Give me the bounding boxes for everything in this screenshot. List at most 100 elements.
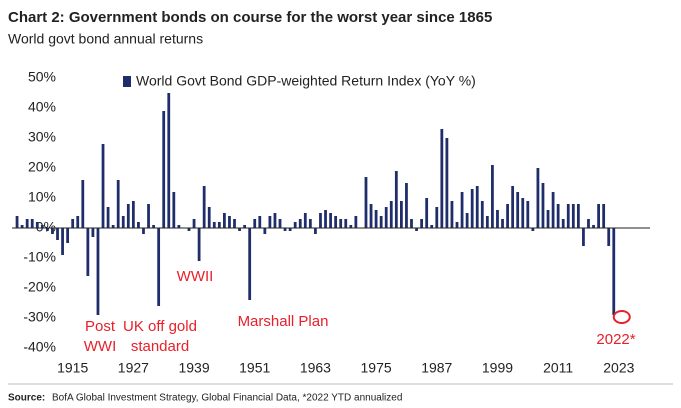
bar (480, 201, 484, 228)
bar (394, 171, 398, 228)
bar (91, 228, 95, 237)
bar (71, 219, 75, 228)
bar (592, 225, 595, 228)
bar (405, 183, 408, 228)
bar (511, 186, 515, 228)
bar (116, 180, 120, 228)
bar (354, 216, 358, 228)
bar (46, 228, 49, 231)
bar (566, 204, 570, 228)
bar (283, 228, 287, 231)
y-tick-label: 0% (36, 219, 56, 235)
bar (369, 204, 373, 228)
bar (339, 219, 343, 228)
bar (612, 228, 616, 315)
highlight-circle (612, 310, 631, 324)
bar (243, 225, 247, 228)
bar (238, 228, 241, 231)
bar (278, 219, 282, 228)
bar (470, 189, 474, 228)
bar (582, 228, 585, 246)
annotation: WWII (177, 268, 214, 285)
bar (324, 210, 327, 228)
bar (516, 192, 520, 228)
bar (66, 228, 70, 243)
bar (308, 219, 312, 228)
annotation: WWI (84, 338, 116, 355)
bar (172, 192, 176, 228)
y-tick-label: -40% (23, 339, 56, 355)
bar (81, 180, 85, 228)
source-text: BofA Global Investment Strategy, Global … (52, 393, 402, 404)
bar (35, 222, 39, 228)
bar (501, 219, 504, 228)
bar (521, 198, 525, 228)
x-tick-label: 1987 (421, 360, 452, 376)
bar (222, 213, 226, 228)
bar (496, 210, 499, 228)
bar (111, 225, 115, 228)
bar (202, 186, 206, 228)
bar (602, 204, 606, 228)
bar (228, 216, 231, 228)
x-tick-label: 1963 (300, 360, 331, 376)
bar (152, 225, 155, 228)
bar (319, 213, 322, 228)
annotation: Marshall Plan (238, 313, 329, 330)
bar (131, 201, 135, 228)
bar (445, 138, 449, 228)
bar (40, 225, 44, 228)
bar (526, 201, 530, 228)
bar (207, 207, 211, 228)
bar (561, 219, 565, 228)
bar (273, 213, 277, 228)
bar (491, 165, 494, 228)
bar (137, 222, 140, 228)
x-tick-label: 2023 (603, 360, 634, 376)
bar (126, 204, 130, 228)
bar (142, 228, 145, 234)
bar (374, 210, 378, 228)
bar (30, 219, 34, 228)
bar (121, 216, 125, 228)
bar (475, 186, 479, 228)
bar (197, 228, 201, 261)
bar (233, 219, 236, 228)
bar (410, 219, 413, 228)
x-tick-label: 1951 (239, 360, 270, 376)
bar (51, 228, 54, 234)
legend-swatch (123, 76, 131, 87)
bar (465, 213, 469, 228)
bar (349, 225, 353, 228)
bar (248, 228, 252, 300)
bar (485, 216, 489, 228)
bar (212, 222, 216, 228)
legend-label: World Govt Bond GDP-weighted Return Inde… (136, 73, 476, 89)
chart-title: Chart 2: Government bonds on course for … (8, 9, 492, 26)
bar (56, 228, 59, 240)
x-tick-label: 1915 (57, 360, 88, 376)
bar (607, 228, 611, 246)
x-tick-label: 1939 (178, 360, 209, 376)
bar (101, 144, 105, 228)
y-tick-label: -20% (23, 279, 56, 295)
bar (167, 93, 171, 228)
bar (263, 228, 267, 234)
bar (531, 228, 535, 231)
bar (450, 201, 454, 228)
x-tick-label: 1999 (482, 360, 513, 376)
bar (268, 216, 272, 228)
bar (334, 216, 338, 228)
bar (298, 219, 302, 228)
annotation: 2022* (596, 331, 635, 348)
bar (430, 225, 434, 228)
chart-subtitle: World govt bond annual returns (8, 31, 203, 47)
bar (551, 192, 555, 228)
bar (147, 204, 150, 228)
bar (329, 213, 332, 228)
y-tick-label: 50% (28, 69, 56, 85)
bar (546, 210, 550, 228)
bar (25, 219, 29, 228)
bar (541, 183, 545, 228)
